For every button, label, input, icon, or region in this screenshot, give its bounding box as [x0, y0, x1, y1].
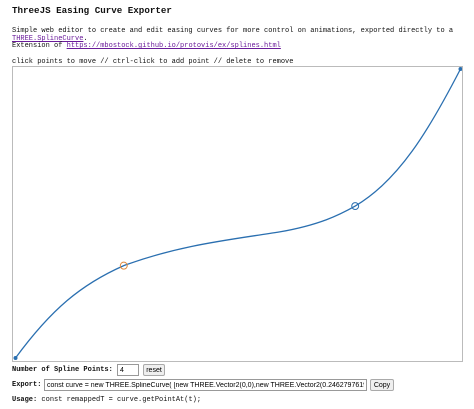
usage-code: const remappedT = curve.getPointAt(t); [41, 396, 202, 404]
copy-button[interactable]: Copy [370, 379, 394, 391]
instructions: click points to move // ctrl-click to ad… [12, 58, 294, 66]
export-label: Export: [12, 381, 42, 389]
page-title: ThreeJS Easing Curve Exporter [12, 5, 172, 16]
reset-button[interactable]: reset [143, 364, 165, 376]
export-input[interactable] [44, 379, 367, 391]
control-point[interactable] [13, 356, 18, 361]
description-link-line: THREE.SplineCurve. [12, 35, 88, 43]
control-point-selected[interactable] [119, 261, 128, 270]
extension-prefix: Extension of [12, 42, 63, 50]
points-input[interactable] [117, 364, 139, 376]
control-point[interactable] [351, 202, 360, 211]
curve-editor[interactable] [12, 66, 463, 362]
control-point[interactable] [458, 67, 462, 71]
extension-line: Extension of https://mbostock.github.io/… [12, 42, 281, 50]
extension-link[interactable]: https://mbostock.github.io/protovis/ex/s… [66, 42, 281, 50]
points-label: Number of Spline Points: [12, 366, 113, 374]
description: Simple web editor to create and edit eas… [12, 27, 454, 35]
description-suffix: . [83, 35, 88, 43]
spline-curve-link[interactable]: THREE.SplineCurve [12, 35, 84, 43]
usage-label: Usage: [12, 396, 38, 404]
usage-line: Usage: const remappedT = curve.getPointA… [12, 396, 201, 404]
easing-curve [14, 68, 462, 359]
